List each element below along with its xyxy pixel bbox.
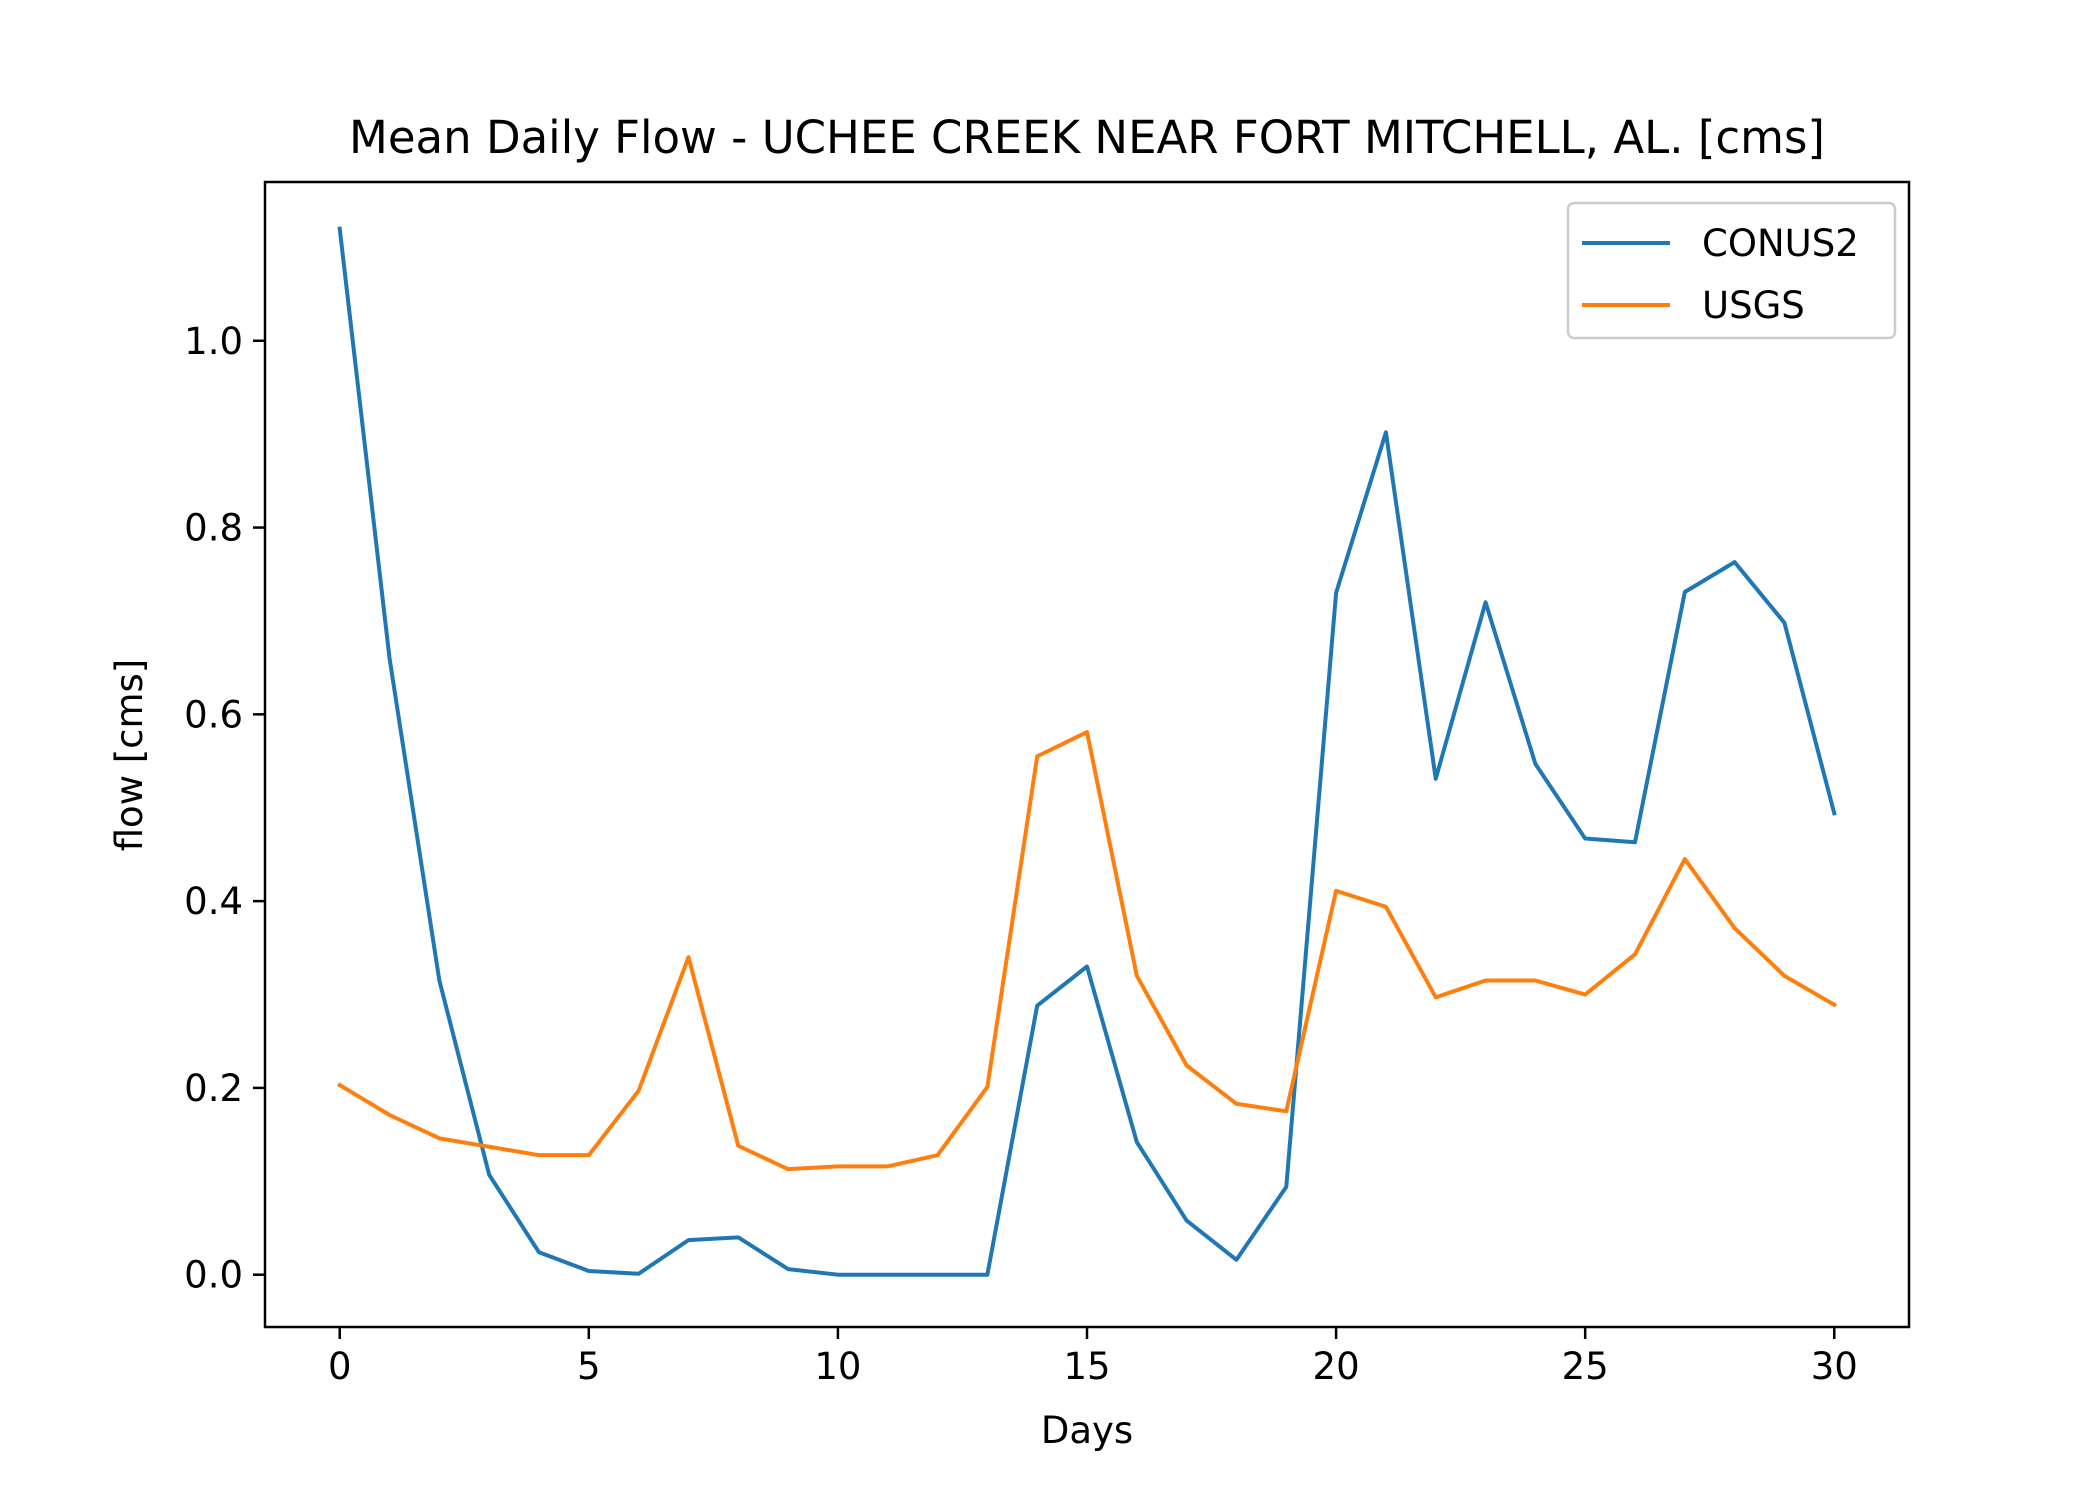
y-tick-label: 0.6 [184,693,243,736]
y-tick-label: 0.0 [184,1254,243,1297]
y-axis-label: flow [cms] [108,659,151,852]
x-tick-label: 30 [1811,1345,1858,1388]
x-tick-label: 0 [328,1345,352,1388]
series-line-usgs [336,730,1838,1172]
y-tick-label: 0.4 [184,880,243,923]
legend-label-usgs: USGS [1702,284,1805,327]
chart-title: Mean Daily Flow - UCHEE CREEK NEAR FORT … [349,111,1825,164]
series-line-conus2 [337,226,1837,1277]
x-tick-label: 15 [1063,1345,1110,1388]
series-layer [336,226,1838,1277]
x-tick-label: 20 [1313,1345,1360,1388]
x-axis-label: Days [1041,1409,1133,1452]
y-tick-label: 0.2 [184,1067,243,1110]
y-axis-ticks: 0.0 0.2 0.4 0.6 0.8 1.0 [184,320,265,1297]
x-axis-ticks: 0 5 10 15 20 25 30 [328,1327,1858,1388]
y-tick-label: 1.0 [184,320,243,363]
legend-label-conus2: CONUS2 [1702,222,1859,265]
x-tick-label: 10 [814,1345,861,1388]
x-tick-label: 5 [577,1345,601,1388]
y-tick-label: 0.8 [184,507,243,550]
legend: CONUS2 USGS [1566,201,1897,340]
x-tick-label: 25 [1562,1345,1609,1388]
